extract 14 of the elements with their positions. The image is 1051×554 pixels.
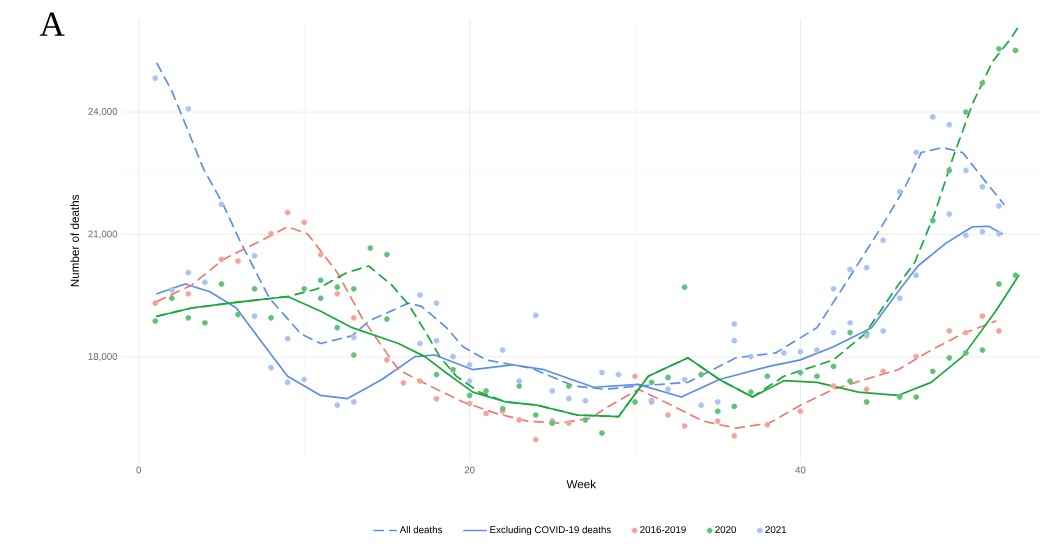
legend-label: 2016-2019	[640, 525, 686, 533]
legend-label: Excluding COVID-19 deaths	[490, 525, 611, 535]
y-tick-label: 21,000	[88, 230, 118, 239]
x-tick-label: 0	[136, 466, 142, 474]
y-axis-title: Number of deaths	[70, 194, 79, 287]
legend-label: 2021	[765, 525, 787, 533]
y-tick-label: 18,000	[88, 352, 118, 361]
y-tick-label: 24,000	[88, 107, 118, 116]
legend-label: 2020	[715, 525, 737, 533]
chart-title: A	[39, 12, 65, 36]
x-tick-label: 40	[795, 466, 806, 474]
x-axis-title: Week	[566, 479, 597, 489]
legend-label: All deaths	[399, 525, 443, 533]
x-tick-label: 20	[464, 466, 475, 474]
